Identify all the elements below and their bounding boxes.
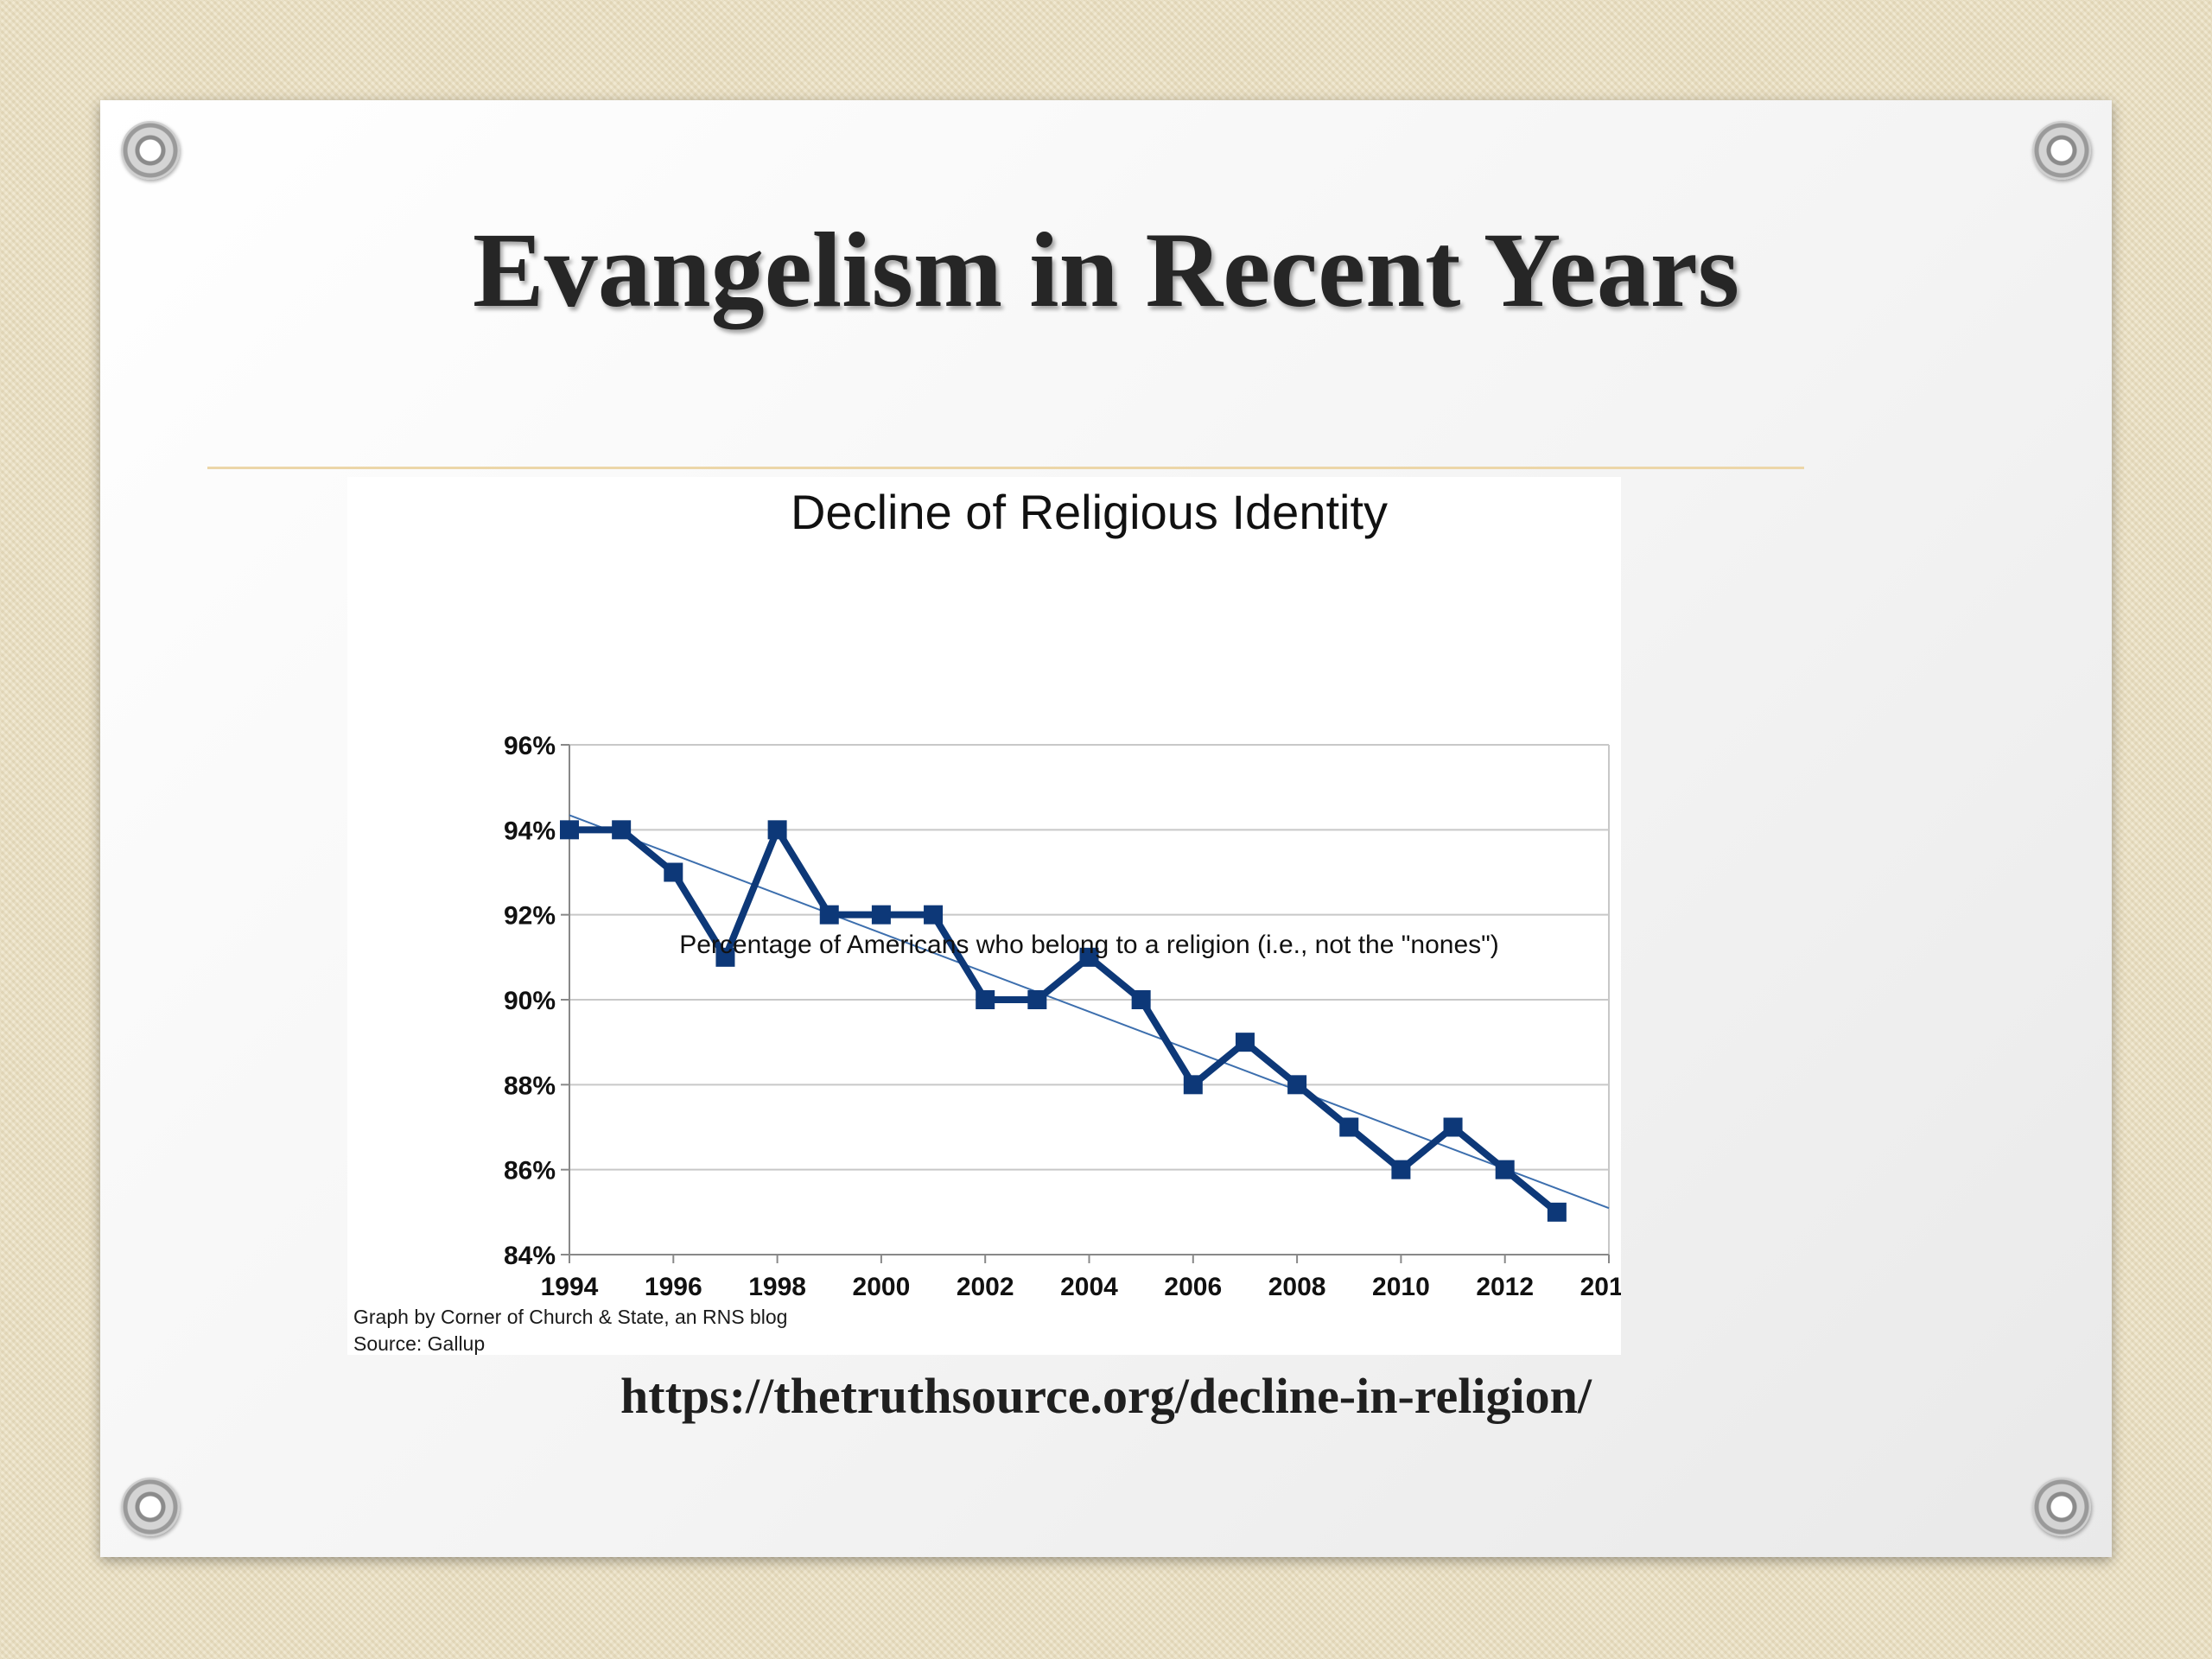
x-tick-label: 1994 <box>541 1273 599 1301</box>
x-tick-label: 1998 <box>748 1273 806 1301</box>
x-tick-label: 2014 <box>1580 1273 1621 1301</box>
series-line <box>569 822 1560 1215</box>
data-point-marker <box>1547 1202 1567 1222</box>
y-tick-label: 86% <box>504 1157 556 1185</box>
y-axis-tick-labels: 84% 86% 88% 90% 92% 94% 96% <box>504 732 556 1270</box>
chart-credit-line-1: Graph by Corner of Church & State, an RN… <box>353 1306 788 1328</box>
y-tick-label: 90% <box>504 987 556 1015</box>
y-tick-label: 96% <box>504 732 556 760</box>
x-tick-label: 2012 <box>1476 1273 1534 1301</box>
y-tick-label: 94% <box>504 817 556 845</box>
grommet-bottom-right-icon <box>2032 1478 2091 1536</box>
x-tick-label: 1996 <box>645 1273 702 1301</box>
x-tick-label: 2008 <box>1268 1273 1326 1301</box>
chart-credit: Graph by Corner of Church & State, an RN… <box>353 1304 787 1357</box>
grommet-top-left-icon <box>121 121 180 180</box>
data-point-marker <box>1287 1075 1307 1095</box>
data-point-marker <box>767 820 787 840</box>
data-point-marker <box>1183 1075 1203 1095</box>
x-tick-label: 2010 <box>1372 1273 1430 1301</box>
data-point-marker <box>871 905 891 925</box>
grid-lines <box>569 744 1610 1255</box>
data-point-marker <box>1391 1160 1411 1179</box>
x-axis-tick-labels: 1994 1996 1998 2000 2002 2004 2006 2008 2010 2012… <box>541 1273 1621 1301</box>
data-point-marker <box>924 905 944 925</box>
slide-title: Evangelism in Recent Years <box>472 211 1740 329</box>
y-tick-label: 92% <box>504 902 556 931</box>
grommet-bottom-left-icon <box>121 1478 180 1536</box>
data-point-marker <box>819 905 839 925</box>
source-url-link[interactable]: https://thetruthsource.org/decline-in-re… <box>620 1368 1592 1424</box>
chart-credit-line-2: Source: Gallup <box>353 1332 486 1355</box>
x-axis-label: Percentage of Americans who belong to a … <box>679 931 1499 959</box>
line-chart: Decline of Religious Identity 84% 86% 88% 9… <box>504 485 1621 1301</box>
y-tick-label: 88% <box>504 1071 556 1100</box>
chart-title: Decline of Religious Identity <box>791 485 1388 539</box>
data-point-marker <box>1131 990 1151 1009</box>
trendline-layer <box>569 814 1610 1210</box>
x-tick-label: 2006 <box>1164 1273 1222 1301</box>
title-divider <box>207 467 1804 469</box>
data-point-marker <box>976 990 995 1009</box>
data-point-marker <box>612 820 632 840</box>
data-point-marker <box>560 820 579 840</box>
trendline <box>569 814 1610 1210</box>
data-point-marker <box>715 947 735 967</box>
data-point-marker <box>664 862 683 882</box>
chart-panel: Decline of Religious Identity 84% 86% 88% 9… <box>347 477 1621 1355</box>
data-point-marker <box>1443 1117 1463 1137</box>
y-tick-label: 84% <box>504 1242 556 1270</box>
x-tick-label: 2004 <box>1060 1273 1118 1301</box>
data-point-marker <box>1027 990 1047 1009</box>
data-point-marker <box>1079 947 1099 967</box>
grommet-top-right-icon <box>2032 121 2091 180</box>
data-point-marker <box>1495 1160 1515 1179</box>
series-layer <box>560 820 1567 1222</box>
data-point-marker <box>1235 1033 1255 1052</box>
data-point-marker <box>1339 1117 1359 1137</box>
x-tick-label: 2000 <box>853 1273 911 1301</box>
axes <box>561 744 1610 1263</box>
x-tick-label: 2002 <box>957 1273 1014 1301</box>
